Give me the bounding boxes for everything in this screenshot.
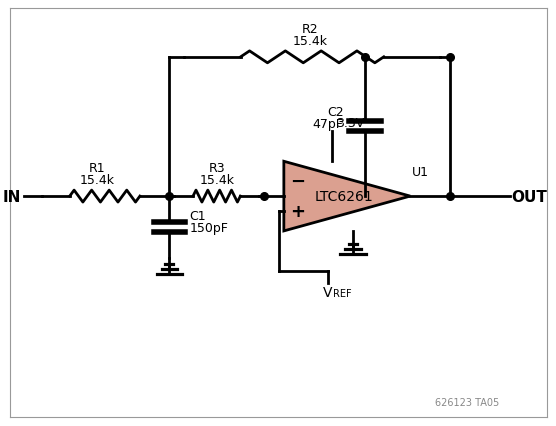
Text: 3.3V: 3.3V xyxy=(336,117,364,130)
Text: V: V xyxy=(323,285,333,299)
Text: R3: R3 xyxy=(208,162,225,175)
Text: 47pF: 47pF xyxy=(312,118,344,131)
Text: R1: R1 xyxy=(88,162,105,175)
Text: REF: REF xyxy=(333,288,351,298)
Text: OUT: OUT xyxy=(512,189,548,204)
Text: +: + xyxy=(290,203,305,221)
Text: −: − xyxy=(290,173,305,190)
Text: C1: C1 xyxy=(190,210,206,223)
Polygon shape xyxy=(284,162,410,231)
Text: 150pF: 150pF xyxy=(190,222,228,235)
Text: 15.4k: 15.4k xyxy=(199,174,234,187)
Text: U1: U1 xyxy=(412,166,429,179)
Text: 626123 TA05: 626123 TA05 xyxy=(435,397,500,407)
Text: R2: R2 xyxy=(301,23,318,36)
Text: IN: IN xyxy=(3,189,21,204)
Text: 15.4k: 15.4k xyxy=(292,35,327,48)
Text: LTC6261: LTC6261 xyxy=(315,190,374,204)
Text: 15.4k: 15.4k xyxy=(80,174,115,187)
Text: C2: C2 xyxy=(327,106,344,119)
